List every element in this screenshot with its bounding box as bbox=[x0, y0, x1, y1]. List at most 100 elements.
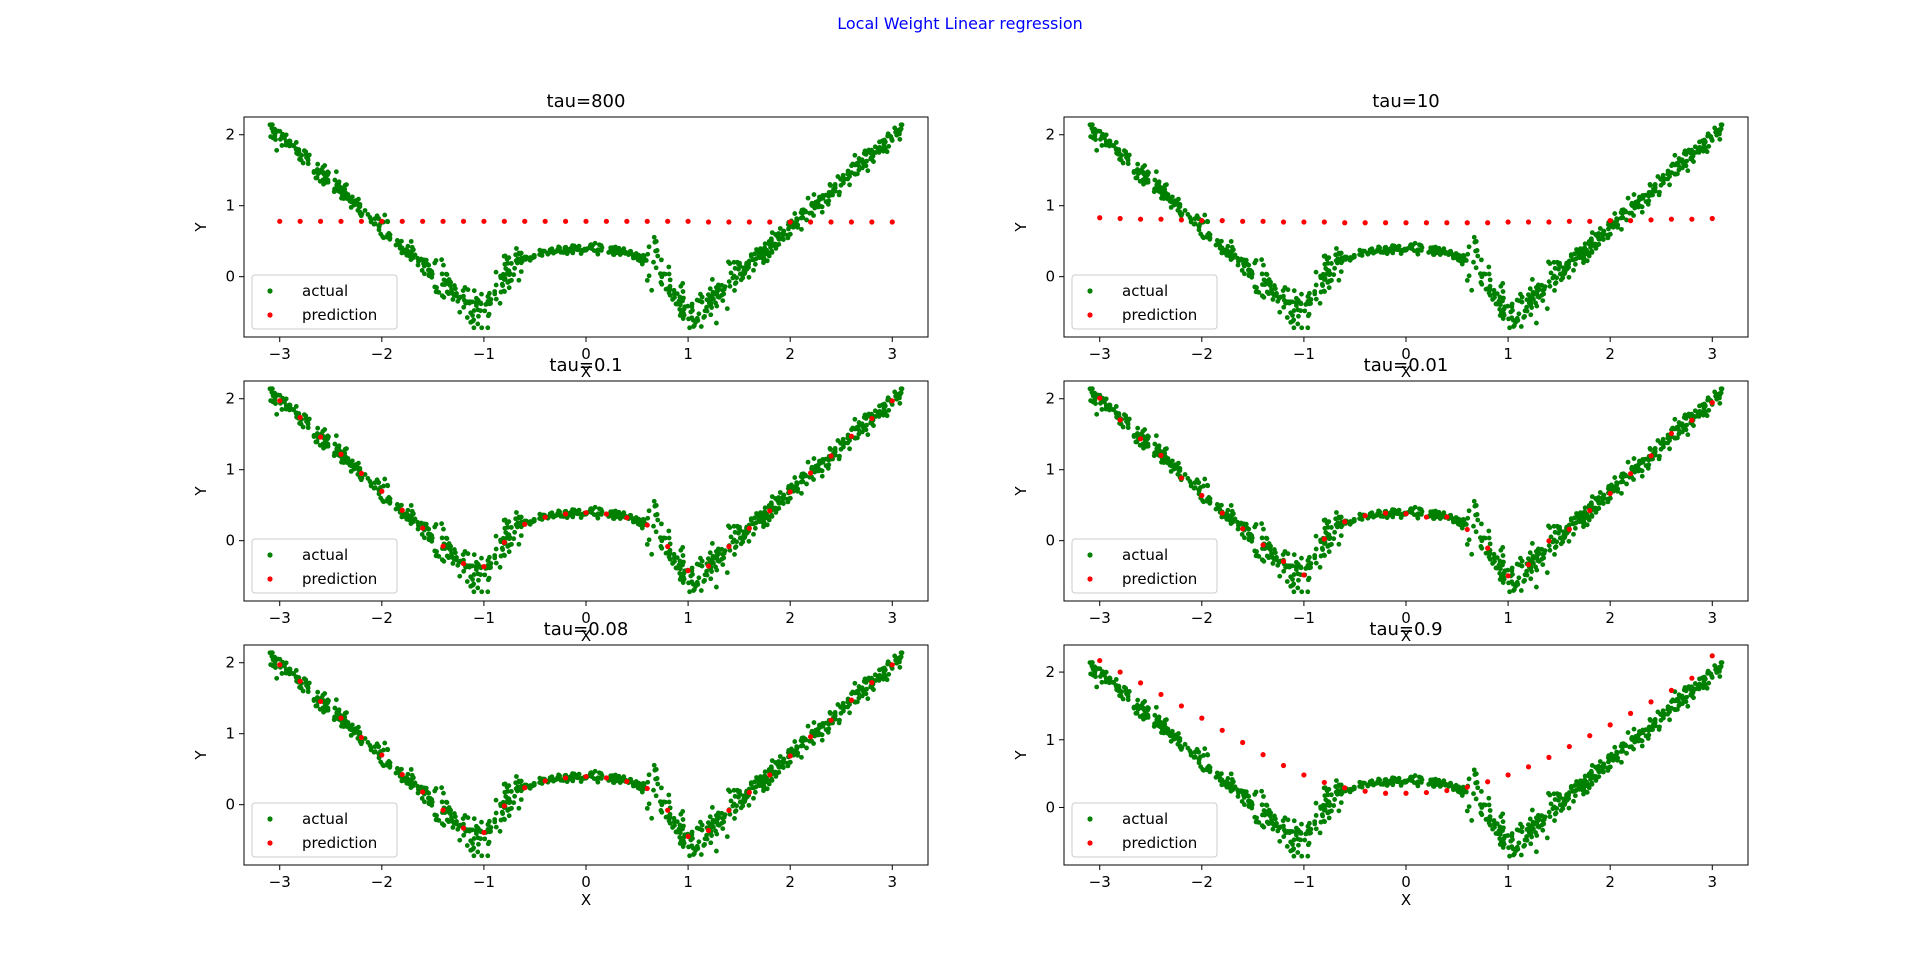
actual-point bbox=[317, 178, 323, 184]
actual-point bbox=[1402, 247, 1407, 253]
actual-point bbox=[863, 163, 869, 169]
actual-point bbox=[671, 287, 677, 293]
actual-point bbox=[823, 192, 829, 198]
actual-point bbox=[1390, 509, 1396, 515]
actual-point bbox=[646, 801, 652, 807]
actual-point bbox=[485, 557, 491, 563]
actual-point bbox=[898, 122, 904, 128]
y-tick-label: 2 bbox=[1045, 126, 1055, 144]
prediction-point bbox=[746, 219, 752, 225]
actual-point bbox=[594, 249, 600, 255]
y-tick-label: 1 bbox=[1045, 731, 1055, 749]
actual-point bbox=[659, 545, 665, 551]
actual-point bbox=[473, 295, 479, 301]
actual-point bbox=[1259, 521, 1265, 527]
actual-point bbox=[877, 672, 883, 678]
prediction-point bbox=[562, 218, 569, 224]
actual-point bbox=[410, 247, 416, 253]
actual-point bbox=[769, 501, 774, 507]
prediction-point bbox=[746, 525, 752, 531]
actual-point bbox=[406, 777, 412, 783]
actual-point bbox=[485, 826, 491, 832]
actual-point bbox=[678, 574, 684, 580]
actual-point bbox=[317, 706, 323, 712]
actual-point bbox=[323, 438, 328, 444]
actual-point bbox=[1631, 456, 1637, 461]
actual-point bbox=[1679, 429, 1685, 435]
actual-point bbox=[323, 702, 328, 708]
actual-point bbox=[1639, 204, 1645, 210]
actual-point bbox=[777, 236, 783, 242]
actual-point bbox=[1483, 286, 1489, 292]
actual-point bbox=[1323, 266, 1329, 271]
actual-point bbox=[751, 267, 756, 273]
actual-point bbox=[646, 273, 652, 279]
plot-area bbox=[1087, 386, 1725, 595]
actual-point bbox=[283, 396, 289, 402]
actual-point bbox=[386, 231, 392, 236]
actual-point bbox=[1113, 140, 1119, 145]
x-tick-label: −3 bbox=[1089, 873, 1111, 891]
actual-point bbox=[737, 535, 743, 541]
x-tick-label: 1 bbox=[683, 609, 693, 627]
actual-point bbox=[676, 827, 682, 833]
legend-entry: prediction bbox=[1122, 306, 1197, 324]
actual-point bbox=[645, 779, 651, 785]
x-tick-label: −2 bbox=[1191, 609, 1213, 627]
actual-point bbox=[1228, 239, 1234, 244]
actual-point bbox=[702, 308, 708, 314]
actual-point bbox=[800, 739, 805, 744]
actual-point bbox=[1390, 245, 1396, 251]
actual-point bbox=[344, 182, 349, 188]
actual-point bbox=[468, 574, 474, 580]
actual-point bbox=[471, 581, 477, 587]
actual-point bbox=[1277, 309, 1283, 315]
prediction-point bbox=[869, 415, 875, 422]
actual-point bbox=[429, 538, 435, 544]
actual-point bbox=[1369, 247, 1374, 253]
actual-point bbox=[715, 810, 721, 816]
x-tick-label: 3 bbox=[887, 609, 897, 627]
actual-point bbox=[762, 241, 768, 247]
actual-point bbox=[857, 422, 862, 428]
actual-point bbox=[694, 579, 700, 585]
prediction-point bbox=[665, 543, 671, 550]
actual-point bbox=[1547, 814, 1553, 820]
actual-point bbox=[653, 239, 659, 244]
actual-point bbox=[347, 460, 353, 466]
actual-point bbox=[1487, 551, 1493, 557]
actual-point bbox=[677, 558, 683, 564]
prediction-point bbox=[460, 218, 467, 224]
actual-point bbox=[497, 564, 503, 570]
y-axis-label: Y bbox=[1012, 486, 1030, 497]
actual-point bbox=[1665, 176, 1671, 182]
actual-point bbox=[457, 573, 463, 579]
actual-point bbox=[297, 156, 302, 162]
actual-point bbox=[1607, 231, 1613, 237]
actual-point bbox=[1713, 129, 1719, 135]
actual-point bbox=[1347, 255, 1353, 261]
actual-point bbox=[492, 817, 498, 822]
legend-marker bbox=[267, 552, 273, 558]
y-tick-label: 1 bbox=[1045, 461, 1055, 479]
prediction-point bbox=[583, 510, 589, 516]
actual-point bbox=[1450, 517, 1456, 523]
prediction-point bbox=[1525, 219, 1532, 225]
actual-point bbox=[773, 760, 779, 766]
actual-point bbox=[504, 535, 509, 541]
actual-point bbox=[1491, 551, 1497, 557]
actual-point bbox=[1396, 511, 1401, 517]
actual-point bbox=[667, 547, 673, 553]
actual-point bbox=[1305, 589, 1311, 595]
actual-point bbox=[856, 691, 861, 697]
actual-point bbox=[653, 503, 659, 508]
actual-point bbox=[311, 170, 317, 175]
prediction-point bbox=[1587, 507, 1593, 514]
actual-point bbox=[1639, 209, 1645, 215]
actual-point bbox=[1581, 520, 1587, 526]
subplot-title: tau=0.08 bbox=[544, 619, 629, 640]
x-tick-label: −3 bbox=[269, 609, 291, 627]
actual-point bbox=[1717, 131, 1722, 137]
actual-point bbox=[278, 136, 283, 142]
